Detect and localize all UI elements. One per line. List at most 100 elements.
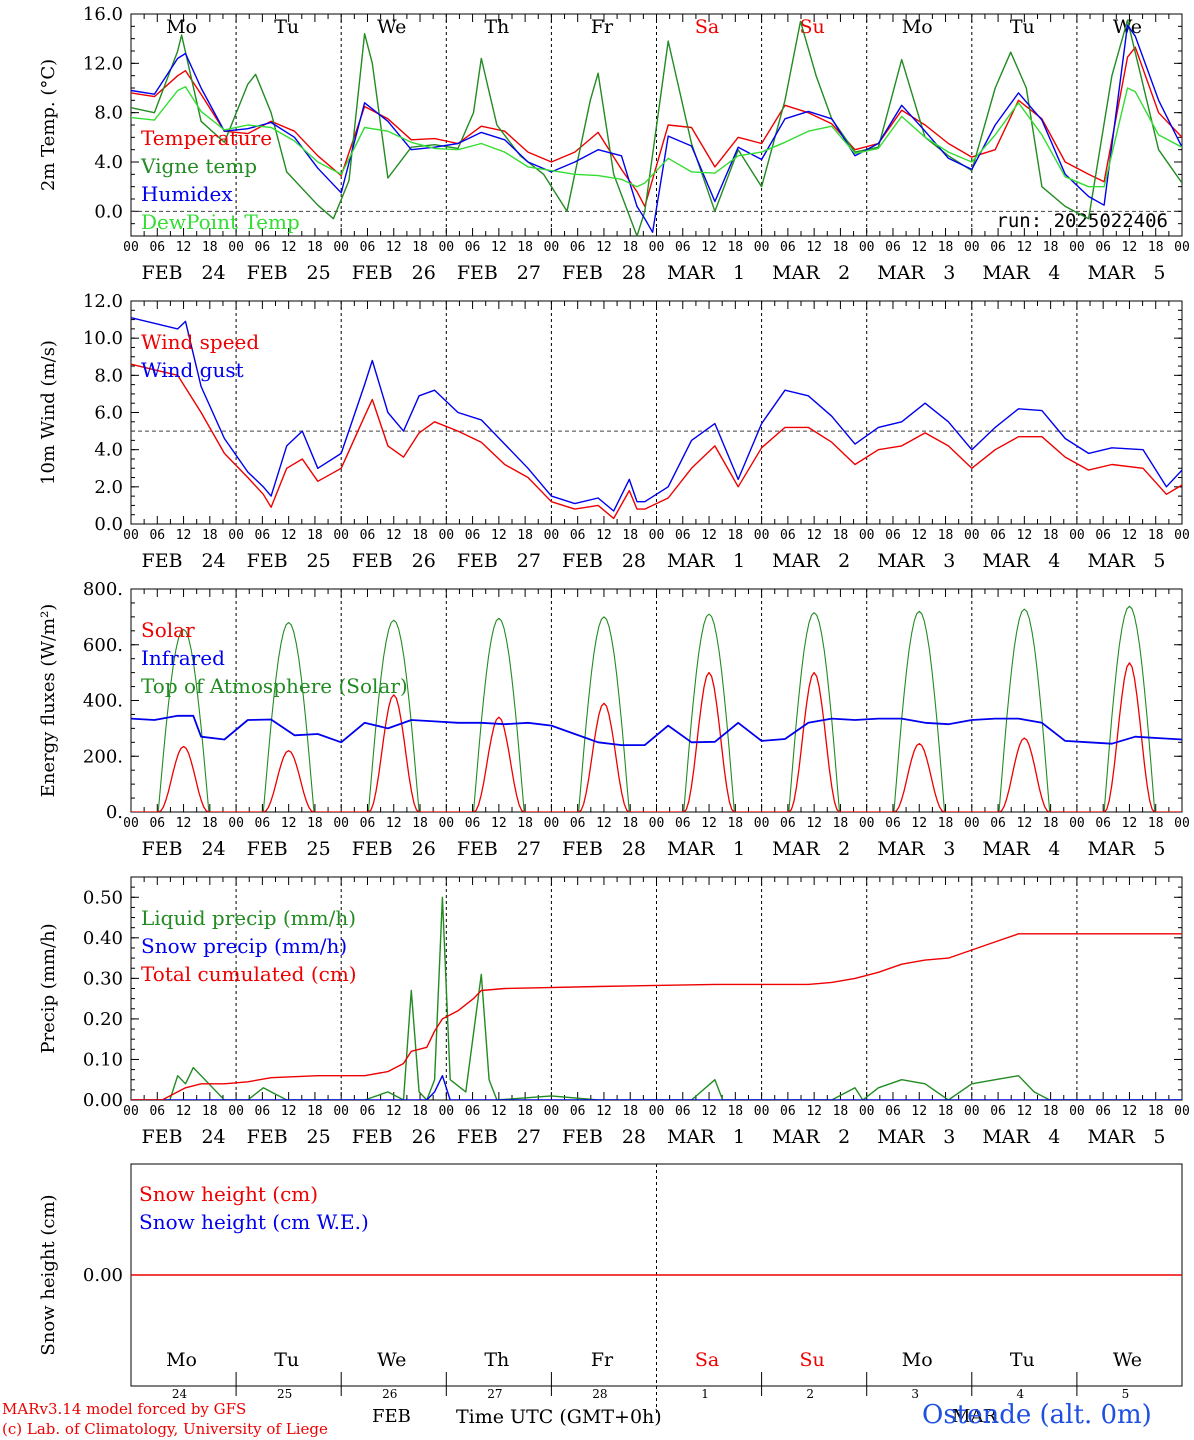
hour-tick-label: 00	[333, 816, 349, 831]
date-label: 27	[517, 1126, 541, 1148]
hour-tick-label: 00	[333, 528, 349, 543]
legend-entry: DewPoint Temp	[141, 210, 300, 234]
day-number-label: 26	[382, 1387, 397, 1401]
hour-tick-label: 06	[465, 816, 481, 831]
date-label: MAR	[982, 262, 1030, 284]
date-label: 26	[412, 1126, 436, 1148]
y-tick-label: 8.0	[94, 365, 123, 386]
hour-tick-label: 06	[149, 816, 165, 831]
hour-tick-label: 12	[701, 816, 717, 831]
day-number-label: 2	[806, 1387, 814, 1401]
hour-tick-label: 00	[1174, 240, 1190, 255]
legend-entry: Wind gust	[141, 358, 244, 382]
hour-tick-label: 06	[465, 528, 481, 543]
date-label: 28	[622, 262, 646, 284]
hour-tick-label: 06	[360, 816, 376, 831]
date-label: MAR	[982, 838, 1030, 860]
date-label: FEB	[352, 550, 393, 572]
hour-tick-label: 18	[938, 816, 954, 831]
date-label: 4	[1048, 838, 1060, 860]
hour-tick-label: 00	[438, 528, 454, 543]
hour-tick-label: 00	[1069, 528, 1085, 543]
series-line-total-cumulated-cm-	[131, 933, 1182, 1100]
legend-entry: Snow precip (mm/h)	[141, 934, 347, 958]
hour-tick-label: 12	[386, 240, 402, 255]
hour-tick-label: 00	[754, 1104, 770, 1119]
hour-tick-label: 00	[859, 528, 875, 543]
hour-tick-label: 00	[649, 240, 665, 255]
legend-entry: Temperature	[141, 126, 272, 150]
date-label: FEB	[247, 550, 288, 572]
date-label: MAR	[667, 262, 715, 284]
hour-tick-label: 12	[1122, 528, 1138, 543]
date-label: FEB	[247, 1126, 288, 1148]
y-tick-label: 0.00	[83, 1090, 123, 1111]
hour-tick-label: 18	[727, 528, 743, 543]
y-tick-label: 2.0	[94, 477, 123, 498]
hour-tick-label: 12	[911, 240, 927, 255]
hour-tick-label: 00	[649, 1104, 665, 1119]
date-label: MAR	[1087, 1126, 1135, 1148]
date-label: MAR	[667, 550, 715, 572]
hour-tick-label: 06	[570, 1104, 586, 1119]
y-tick-label: 600.	[83, 635, 123, 656]
hour-tick-label: 18	[938, 528, 954, 543]
date-label: 25	[307, 1126, 331, 1148]
weekday-label: Fr	[591, 16, 614, 38]
date-label: MAR	[772, 550, 820, 572]
day-number-label: 24	[172, 1387, 188, 1401]
date-label: 24	[201, 838, 225, 860]
y-tick-label: 0.	[106, 802, 123, 823]
hour-tick-label: 06	[990, 240, 1006, 255]
date-label: 28	[622, 838, 646, 860]
hour-tick-label: 12	[806, 528, 822, 543]
hour-tick-label: 00	[964, 816, 980, 831]
date-label: 5	[1153, 838, 1165, 860]
hour-tick-label: 06	[465, 240, 481, 255]
hour-tick-label: 12	[701, 528, 717, 543]
day-number-label: 27	[487, 1387, 502, 1401]
solar-line	[131, 662, 1182, 812]
date-label: 5	[1153, 262, 1165, 284]
date-label: MAR	[667, 838, 715, 860]
y-tick-label: 4.0	[94, 440, 123, 461]
hour-tick-label: 00	[333, 1104, 349, 1119]
y-tick-label: 0.0	[94, 201, 123, 222]
y-tick-label: 0.30	[83, 968, 123, 989]
hour-tick-label: 12	[911, 528, 927, 543]
hour-tick-label: 00	[1174, 816, 1190, 831]
hour-tick-label: 18	[202, 816, 218, 831]
hour-tick-label: 18	[202, 240, 218, 255]
date-label: FEB	[562, 550, 603, 572]
series-group	[131, 19, 1182, 236]
date-label: FEB	[457, 1126, 498, 1148]
footer-credit-2: (c) Lab. of Climatology, University of L…	[2, 1420, 328, 1438]
weekday-label: We	[377, 1349, 406, 1371]
legend-entry: Solar	[141, 618, 195, 642]
hour-tick-label: 12	[1122, 816, 1138, 831]
series-line-wind-gust	[131, 317, 1182, 512]
hour-tick-label: 06	[990, 528, 1006, 543]
hour-tick-label: 12	[806, 816, 822, 831]
date-label: MAR	[1087, 262, 1135, 284]
hour-tick-label: 06	[149, 240, 165, 255]
weekday-label: Sa	[695, 1349, 719, 1371]
hour-tick-label: 18	[517, 1104, 533, 1119]
plot-frame-2	[130, 300, 1183, 525]
hour-tick-label: 00	[754, 240, 770, 255]
day-number-label: 25	[277, 1387, 292, 1401]
legend-entry: Snow height (cm)	[139, 1182, 318, 1206]
hour-tick-label: 00	[228, 816, 244, 831]
hour-tick-label: 00	[544, 528, 560, 543]
hour-tick-label: 12	[1122, 1104, 1138, 1119]
date-label: 24	[201, 550, 225, 572]
date-label: MAR	[877, 262, 925, 284]
weekday-label: We	[377, 16, 406, 38]
hour-tick-label: 18	[307, 240, 323, 255]
date-label: 1	[733, 1126, 745, 1148]
date-label: 2	[838, 262, 850, 284]
footer-x-axis-label: Time UTC (GMT+0h)	[456, 1406, 662, 1428]
hour-tick-label: 00	[1069, 816, 1085, 831]
hour-tick-label: 18	[622, 1104, 638, 1119]
